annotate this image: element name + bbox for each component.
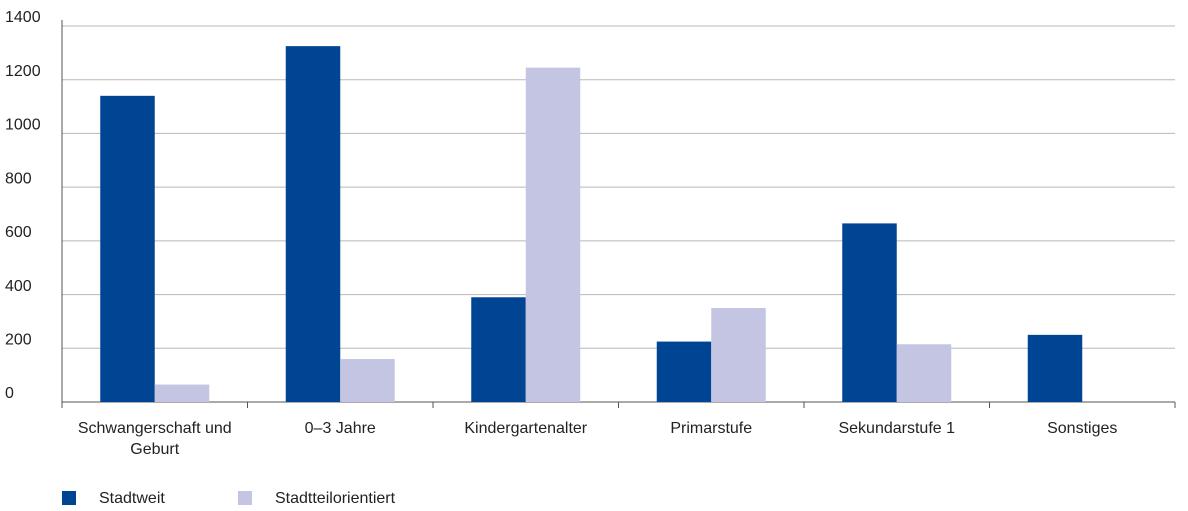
bar <box>525 67 581 402</box>
bar <box>1027 334 1083 402</box>
y-tick-label: 200 <box>5 332 32 349</box>
x-tick-label: Kindergartenalter <box>464 420 588 437</box>
y-tick-label: 0 <box>5 385 14 402</box>
x-tick-label: Primarstufe <box>670 420 753 437</box>
y-tick-label: 600 <box>5 224 32 241</box>
bar <box>154 384 210 402</box>
legend-swatch <box>62 491 76 505</box>
bar <box>711 308 766 402</box>
legend-label: Stadtweit <box>99 490 165 507</box>
y-tick-label: 1200 <box>5 63 41 80</box>
bar <box>340 359 395 402</box>
bar <box>471 297 526 402</box>
x-tick-label: Schwangerschaft und Geburt <box>77 420 232 458</box>
y-tick-label: 1400 <box>5 9 41 26</box>
bar <box>656 341 712 402</box>
y-tick-label: 400 <box>5 278 32 295</box>
legend-swatch <box>238 491 252 505</box>
bar <box>285 46 341 403</box>
x-tick-label: Sonstiges <box>1047 420 1118 437</box>
legend-label: Stadtteilorientiert <box>275 490 396 507</box>
y-tick-label: 1000 <box>5 117 41 134</box>
y-tick-label: 800 <box>5 170 32 187</box>
bar <box>842 223 897 402</box>
x-tick-label: Sekundarstufe 1 <box>838 420 956 437</box>
bar <box>896 344 952 402</box>
bar <box>100 95 155 402</box>
x-tick-label: 0–3 Jahre <box>304 420 376 437</box>
